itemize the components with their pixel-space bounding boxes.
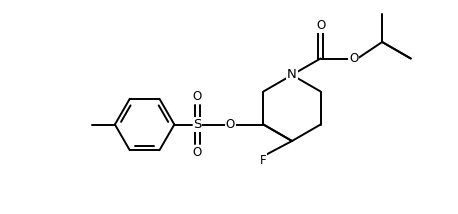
Text: O: O: [349, 52, 358, 65]
Text: O: O: [226, 118, 235, 131]
Text: N: N: [287, 68, 297, 82]
Text: O: O: [193, 90, 202, 103]
Text: O: O: [193, 146, 202, 159]
Text: O: O: [316, 19, 325, 32]
Text: S: S: [193, 118, 202, 131]
Text: F: F: [260, 154, 267, 167]
